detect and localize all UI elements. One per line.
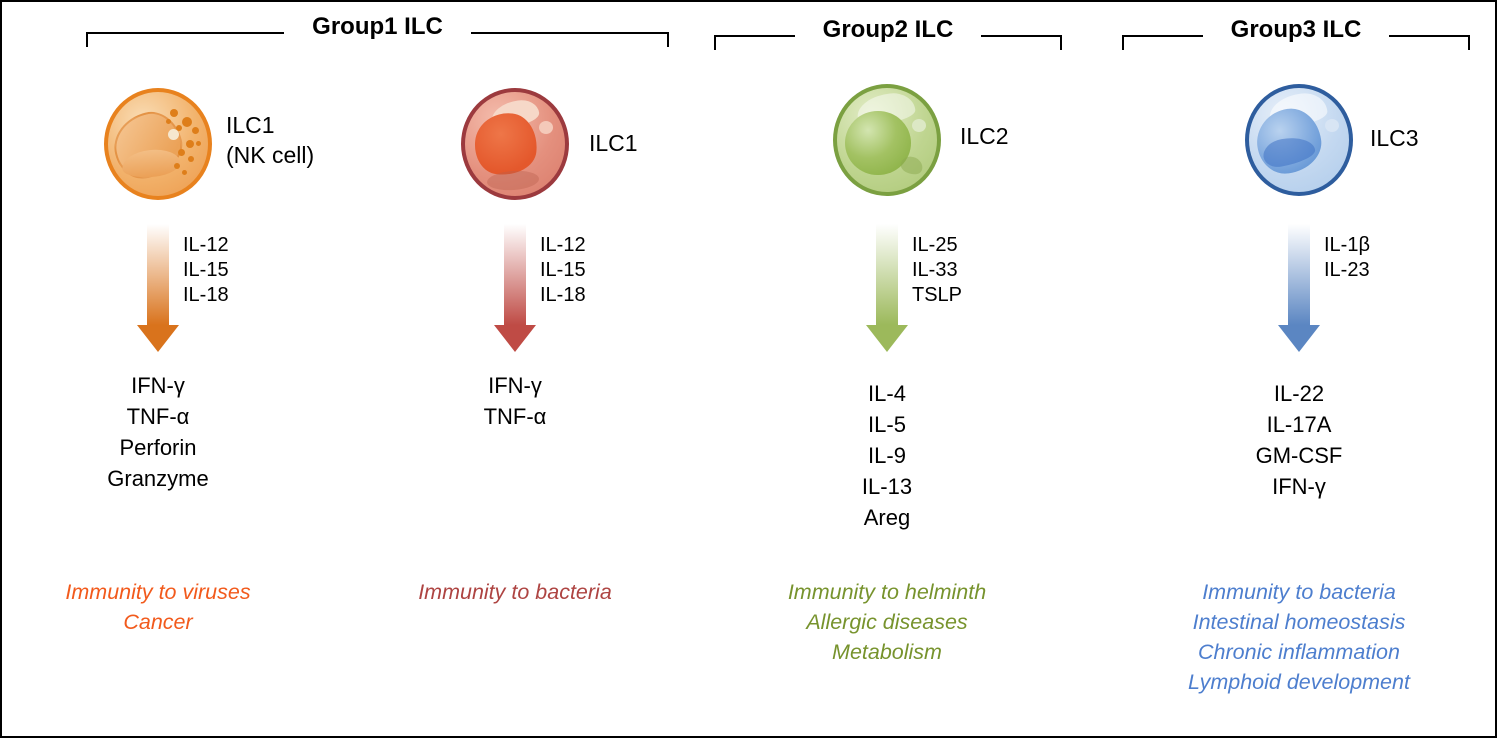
cell-name: ILC3 [1370,125,1419,151]
function-label: Cancer [123,610,193,634]
input-cytokine: IL-23 [1324,259,1370,281]
ilc3-cell-illustration [1245,84,1353,196]
input-cytokine: TSLP [912,284,963,306]
function-label: Chronic inflammation [1198,640,1400,664]
function-label: Metabolism [832,640,942,664]
down-arrow-icon [504,224,526,325]
output-molecule: TNF-α [126,404,190,429]
bracket-line-left [714,35,795,50]
input-cytokines-col2: IL-12 IL-15 IL-18 [540,233,586,308]
function-label: Immunity to bacteria [418,580,612,604]
input-cytokine: IL-12 [540,234,586,256]
input-cytokines-col4: IL-1β IL-23 [1324,233,1370,283]
granule-dot [170,108,178,117]
output-molecule: TNF-α [483,404,547,429]
down-arrow-icon [147,224,169,325]
input-cytokine: IL-15 [540,259,586,281]
group2-title: Group2 ILC [822,16,954,43]
functions-col1: Immunity to viruses Cancer [2,577,318,637]
function-label: Immunity to helminth [787,580,987,604]
output-molecule: IL-13 [861,474,913,499]
down-arrow-head-icon [866,325,908,352]
function-label: Lymphoid development [1188,670,1410,694]
output-molecule: Perforin [119,435,197,460]
ilc1-cell-illustration [461,88,569,200]
output-molecules-col1: IFN-γ TNF-α Perforin Granzyme [8,370,308,494]
bracket-line-left [1122,35,1203,50]
bracket-line-right [1389,35,1471,50]
output-molecule: IL-17A [1266,412,1332,437]
granule-dot [192,127,199,135]
output-molecule: IL-4 [868,381,906,406]
down-arrow-icon [876,224,898,325]
function-label: Immunity to bacteria [1202,580,1396,604]
down-arrow-head-icon [137,325,179,352]
down-arrow-head-icon [494,325,536,352]
down-arrow-icon [1288,224,1310,325]
cell-spot [539,121,553,135]
cell-spot [1325,119,1339,133]
ilc2-cell-illustration [833,84,941,196]
group1-title: Group1 ILC [312,13,443,40]
input-cytokine: IL-15 [183,259,229,281]
granule-dot [182,170,187,175]
function-label: Allergic diseases [806,610,968,634]
granule-dot-light [168,129,179,141]
input-cytokine: IL-12 [183,234,229,256]
function-label: Immunity to viruses [65,580,251,604]
cell-name-subtitle: (NK cell) [226,142,315,168]
cell-name: ILC1 [226,112,275,138]
output-molecule: IL-5 [868,412,906,437]
group3-bracket: Group3 ILC [1122,13,1471,50]
output-molecules-col2: IFN-γ TNF-α [365,370,665,432]
group2-bracket: Group2 ILC [714,13,1063,50]
bracket-line-right [981,35,1063,50]
bracket-line-left [86,32,285,47]
input-cytokines-col3: IL-25 IL-33 TSLP [912,233,962,308]
cell-name: ILC2 [960,123,1009,149]
granule-dot [178,149,185,157]
granule-dot [186,139,194,148]
ilc1-nk-cell-illustration [104,88,212,200]
output-molecule: Granzyme [107,466,209,491]
output-molecule: GM-CSF [1255,443,1343,468]
input-cytokine: IL-18 [540,284,586,306]
cell-label-ilc1: ILC1 [589,128,638,158]
cell-label-ilc1-nk: ILC1 (NK cell) [226,110,314,170]
cell-label-ilc2: ILC2 [960,121,1009,151]
output-molecules-col3: IL-4 IL-5 IL-9 IL-13 Areg [737,378,1037,533]
cell-label-ilc3: ILC3 [1370,123,1419,153]
functions-col4: Immunity to bacteria Intestinal homeosta… [1139,577,1459,697]
input-cytokine: IL-33 [912,259,958,281]
function-label: Intestinal homeostasis [1192,610,1406,634]
output-molecule: IFN-γ [488,373,542,398]
output-molecule: IL-9 [868,443,906,468]
group1-bracket: Group1 ILC [86,10,670,47]
functions-col2: Immunity to bacteria [355,577,675,607]
input-cytokine: IL-25 [912,234,958,256]
output-molecule: IFN-γ [1272,474,1326,499]
bracket-line-right [470,32,670,47]
input-cytokine: IL-1β [1324,234,1370,256]
down-arrow-head-icon [1278,325,1320,352]
cell-name: ILC1 [589,130,638,156]
granule-dot [174,162,180,169]
input-cytokine: IL-18 [183,284,229,306]
functions-col3: Immunity to helminth Allergic diseases M… [727,577,1047,667]
output-molecule: IFN-γ [131,373,185,398]
granule-dot [182,116,192,127]
input-cytokines-col1: IL-12 IL-15 IL-18 [183,233,229,308]
granule-dot [176,125,182,132]
granule-dot [188,156,194,163]
output-molecules-col4: IL-22 IL-17A GM-CSF IFN-γ [1149,378,1449,502]
output-molecule: IL-22 [1273,381,1325,406]
cell-spot [912,119,926,133]
granule-dot [196,140,201,146]
group3-title: Group3 ILC [1230,16,1362,43]
granule-dot [166,119,171,125]
output-molecule: Areg [863,505,911,530]
